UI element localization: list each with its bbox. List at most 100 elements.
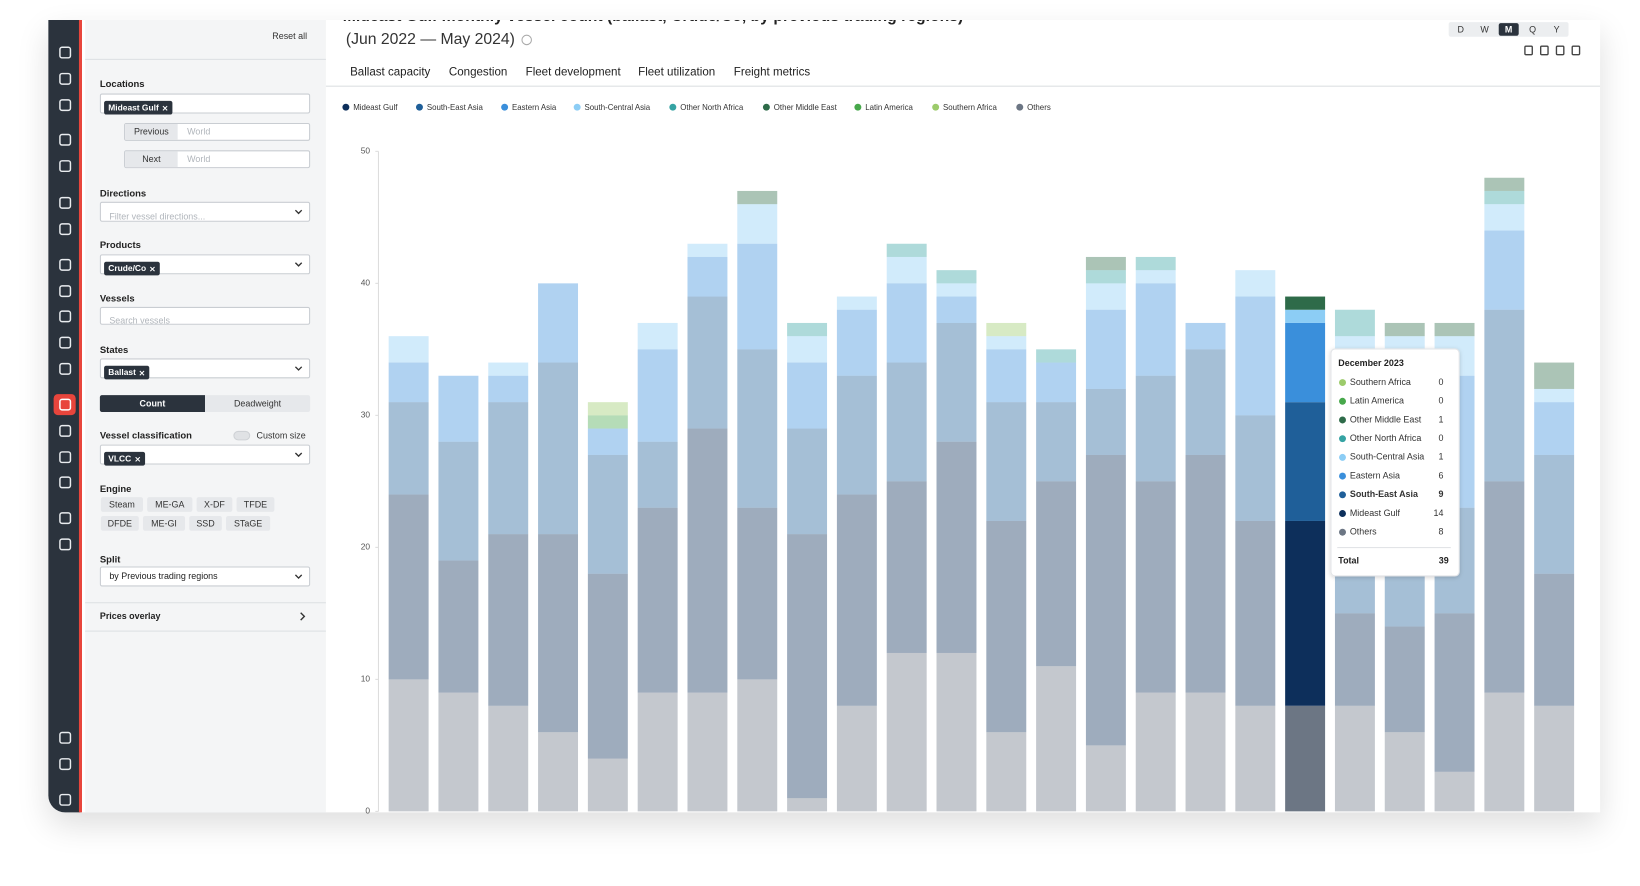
period-button[interactable]: W xyxy=(1480,24,1489,34)
toolbar-icon[interactable] xyxy=(1571,45,1581,56)
legend-label[interactable]: Mideast Gulf xyxy=(353,103,398,112)
legend-label[interactable]: Southern Africa xyxy=(943,103,997,112)
reset-button[interactable]: Reset all xyxy=(272,30,308,41)
chip-close[interactable] xyxy=(134,456,140,462)
nav-icon[interactable] xyxy=(59,310,72,323)
nav-icon[interactable] xyxy=(59,133,72,146)
vessels-input[interactable]: Search vessels xyxy=(99,306,311,326)
nav-icon[interactable] xyxy=(59,451,72,464)
bar-segment xyxy=(488,375,529,403)
nav-icon[interactable] xyxy=(59,793,72,806)
filter-panel: Reset all Locations Mideast Gulf Previou… xyxy=(85,19,326,813)
legend-label[interactable]: Latin America xyxy=(865,103,913,112)
nav-icon[interactable] xyxy=(59,46,72,59)
legend-label[interactable]: Other North Africa xyxy=(680,103,744,112)
bar-segment xyxy=(1334,705,1375,812)
engine-chip[interactable]: DFDE xyxy=(100,516,139,531)
products-select[interactable]: Crude/Co xyxy=(99,254,311,276)
toolbar-icon[interactable] xyxy=(1524,45,1533,56)
tab[interactable]: Ballast capacity xyxy=(350,67,430,79)
chip-close[interactable] xyxy=(149,265,155,272)
nav-icon[interactable] xyxy=(59,758,72,771)
period-button[interactable]: Y xyxy=(1554,24,1560,34)
nav-icon[interactable] xyxy=(59,512,72,525)
engine-chip[interactable]: ME-GI xyxy=(142,516,186,531)
label: Directions xyxy=(99,188,147,199)
classification-select[interactable]: VLCC xyxy=(99,444,311,466)
bar-segment xyxy=(1534,362,1575,389)
period-button[interactable]: M xyxy=(1505,24,1512,34)
chevron xyxy=(294,366,303,371)
legend-label[interactable]: South-Central Asia xyxy=(585,103,651,112)
prices-overlay[interactable]: Prices overlay xyxy=(99,610,161,622)
nav-icon[interactable] xyxy=(59,285,72,298)
nav-icon[interactable] xyxy=(59,258,72,271)
bar-segment xyxy=(438,692,479,812)
tab[interactable]: Fleet development xyxy=(526,67,622,79)
engine-chip[interactable]: ME-GA xyxy=(147,497,193,512)
location-input[interactable]: Mideast Gulf xyxy=(99,93,311,115)
nav-icon[interactable] xyxy=(59,398,72,411)
nav-icon[interactable] xyxy=(59,160,72,173)
chip[interactable]: Mideast Gulf xyxy=(104,100,173,115)
legend-label[interactable]: Eastern Asia xyxy=(512,103,557,112)
nav-icon[interactable] xyxy=(59,476,72,489)
nav-icon[interactable] xyxy=(59,424,72,437)
chip[interactable]: Crude/Co xyxy=(104,261,160,276)
toggle-active[interactable]: Count xyxy=(99,395,206,412)
bar-segment xyxy=(1085,745,1126,812)
nav-icon[interactable] xyxy=(59,538,72,551)
period-active xyxy=(1498,23,1519,36)
period-button[interactable]: D xyxy=(1457,24,1464,34)
tab[interactable]: Congestion xyxy=(449,67,507,79)
chip[interactable]: Ballast xyxy=(104,365,150,380)
legend-label[interactable]: South-East Asia xyxy=(427,103,484,112)
bar-segment xyxy=(1534,454,1575,574)
toolbar-icon[interactable] xyxy=(1539,45,1549,56)
tooltip-dot xyxy=(1339,397,1346,405)
tab[interactable]: Fleet utilization xyxy=(638,67,715,79)
bar-segment xyxy=(1085,270,1126,284)
engine-chip[interactable]: X-DF xyxy=(196,497,233,512)
tooltip-label: Other North Africa xyxy=(1350,433,1421,443)
engine-chip[interactable]: STaGE xyxy=(226,516,271,531)
nav-icon[interactable] xyxy=(59,72,72,85)
bar-segment xyxy=(986,336,1027,350)
chip[interactable]: VLCC xyxy=(104,451,145,466)
legend-label[interactable]: Others xyxy=(1027,103,1051,112)
tooltip-value: 0 xyxy=(1438,377,1443,387)
bar-segment xyxy=(936,270,977,284)
field-label: Previous xyxy=(125,124,178,140)
label: Vessels xyxy=(99,293,135,304)
bar-segment xyxy=(886,362,927,482)
next-input[interactable]: Next World xyxy=(124,150,311,169)
previous-input[interactable]: Previous World xyxy=(124,122,311,141)
split-select[interactable]: by Previous trading regions xyxy=(99,566,311,587)
nav-icon-active[interactable] xyxy=(53,394,76,416)
period-button[interactable]: Q xyxy=(1529,24,1536,34)
tab[interactable]: Freight metrics xyxy=(734,67,811,79)
legend-label[interactable]: Other Middle East xyxy=(774,103,838,112)
directions-select[interactable]: Filter vessel directions... xyxy=(99,201,311,222)
nav-icon[interactable] xyxy=(59,336,72,349)
toolbar-icon[interactable] xyxy=(1555,45,1565,56)
chip-close[interactable] xyxy=(162,105,168,111)
tooltip-value: 8 xyxy=(1438,527,1443,537)
switch[interactable] xyxy=(233,430,251,441)
nav-icon[interactable] xyxy=(59,731,72,744)
nav-icon[interactable] xyxy=(59,223,72,236)
toggle-option[interactable]: Deadweight xyxy=(205,395,311,412)
chip-close[interactable] xyxy=(139,369,145,376)
bar-segment xyxy=(737,190,778,205)
nav-icon[interactable] xyxy=(59,196,72,209)
nav-icon[interactable] xyxy=(59,362,72,375)
bar-segment xyxy=(886,481,927,653)
nav-icon[interactable] xyxy=(59,99,72,112)
info-icon[interactable] xyxy=(521,34,532,46)
states-select[interactable]: Ballast xyxy=(99,358,311,380)
engine-chip[interactable]: TFDE xyxy=(236,497,275,512)
bar-segment xyxy=(986,732,1027,812)
engine-chip[interactable]: SSD xyxy=(189,516,222,531)
engine-chip[interactable]: Steam xyxy=(100,497,143,512)
bar-segment xyxy=(388,402,429,495)
